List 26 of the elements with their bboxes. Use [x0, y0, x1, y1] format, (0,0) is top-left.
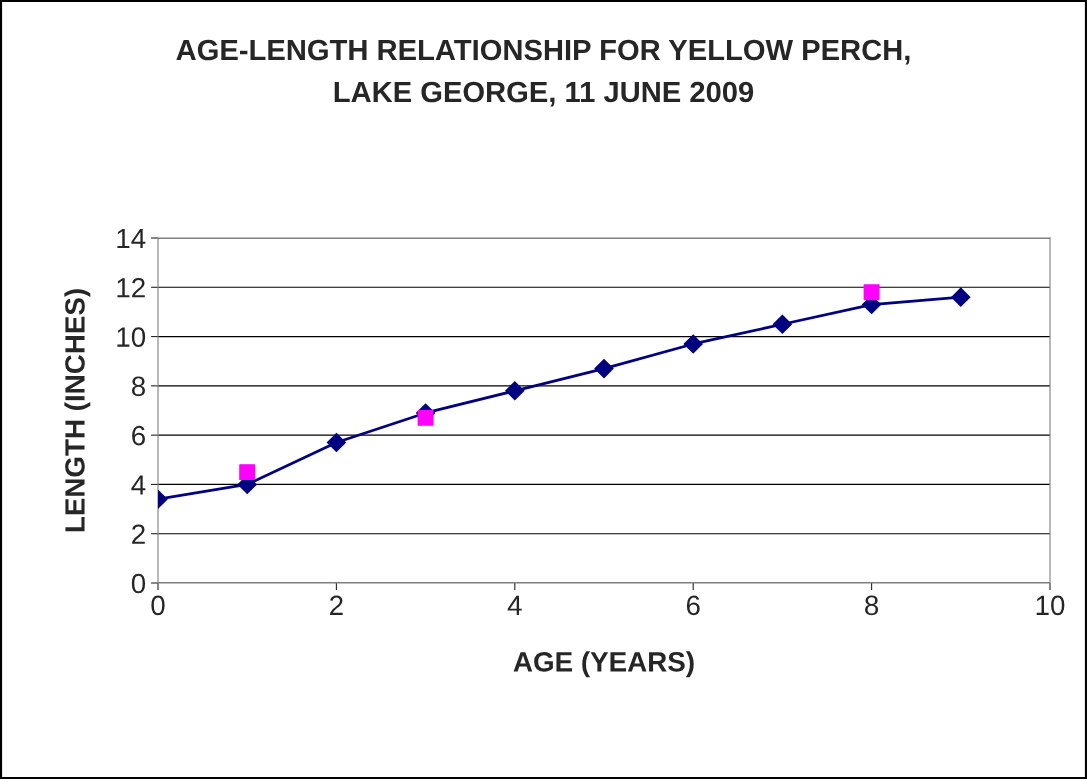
y-tick-label: 6 — [132, 425, 145, 446]
x-tick-label: 6 — [686, 595, 700, 616]
point — [239, 464, 256, 481]
x-tick-label: 10 — [1036, 595, 1065, 616]
y-tick-label: 8 — [131, 376, 145, 397]
y-axis-title: LENGTH (INCHES) — [64, 289, 91, 532]
x-tick-label: 0 — [151, 595, 165, 616]
point — [594, 359, 614, 379]
point — [505, 381, 525, 401]
y-tick-label: 4 — [131, 475, 146, 495]
y-tick-label: 10 — [117, 327, 146, 347]
y-tick-label: 14 — [117, 228, 146, 249]
chart-title: AGE-LENGTH RELATIONSHIP FOR YELLOW PERCH, LAKE GEORGE, 11 JUNE 2009 — [176, 39, 910, 107]
y-tick-label: 0 — [131, 573, 146, 594]
x-tick-label: 8 — [865, 595, 879, 616]
point — [772, 314, 792, 334]
y-tick-label: 12 — [117, 277, 145, 298]
x-tick-label: 2 — [330, 595, 343, 615]
y-tick-label: 2 — [132, 524, 145, 544]
x-axis-title: AGE (YEARS) — [513, 651, 694, 678]
x-tick-label: 4 — [507, 595, 522, 615]
point — [863, 284, 880, 301]
point — [326, 433, 346, 453]
point — [951, 287, 971, 307]
point — [417, 409, 434, 426]
point — [683, 334, 703, 354]
